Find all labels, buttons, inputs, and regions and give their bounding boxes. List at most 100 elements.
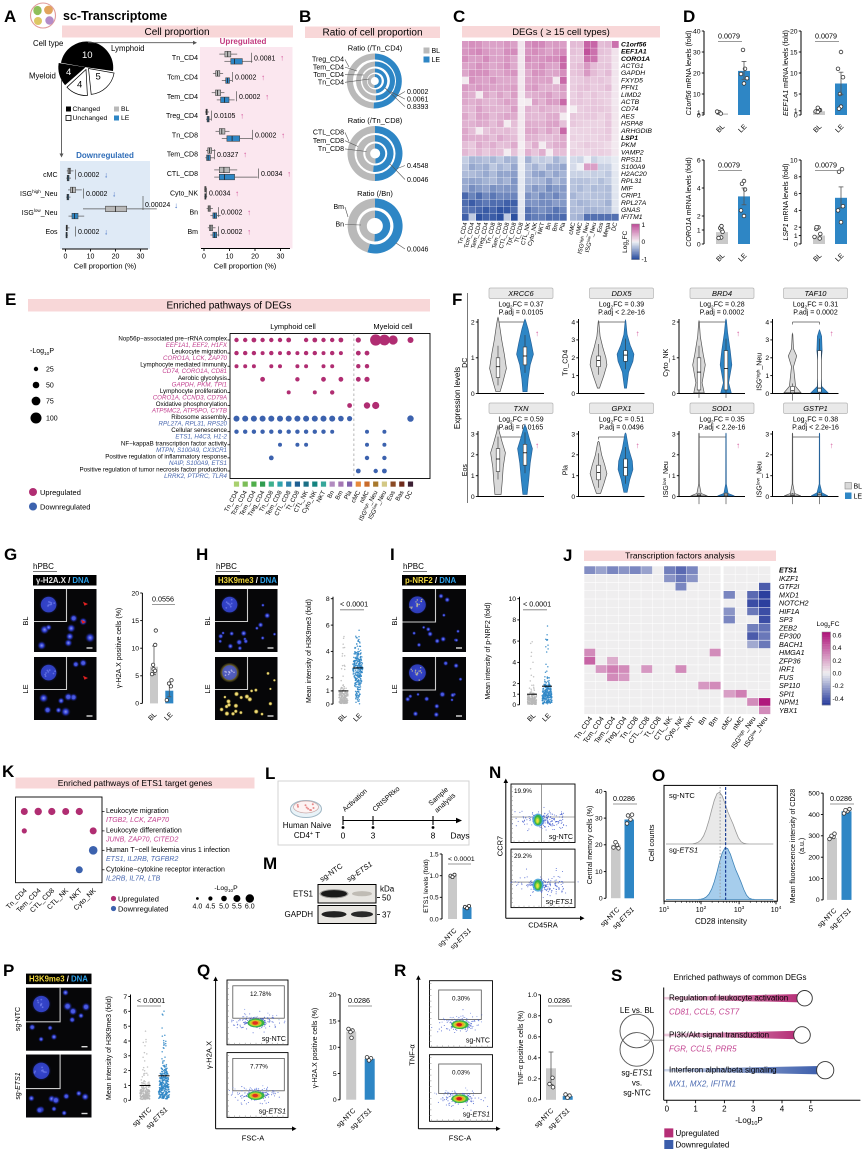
svg-text:IRF1: IRF1 [779,665,795,674]
svg-text:hPBC: hPBC [216,562,237,571]
svg-text:0.0286: 0.0286 [348,996,370,1005]
svg-text:M: M [263,854,277,873]
svg-text:0.0327: 0.0327 [217,152,239,159]
svg-text:0.0002: 0.0002 [78,172,100,179]
svg-text:LE: LE [352,712,363,723]
svg-text:10: 10 [87,254,95,261]
svg-text:0.4: 0.4 [833,645,842,652]
svg-text:Lymphocyte proliferation: Lymphocyte proliferation [160,388,228,395]
svg-text:2: 2 [571,452,575,459]
svg-text:0.0: 0.0 [430,916,439,923]
svg-text:CCR7: CCR7 [496,836,505,856]
svg-text:LIMD2: LIMD2 [621,92,641,99]
svg-text:1.0: 1.0 [430,873,439,880]
svg-text:Unchanged: Unchanged [73,115,108,122]
svg-text:100: 100 [808,876,820,883]
svg-text:Tn_CD4: Tn_CD4 [563,350,570,376]
svg-text:12.78%: 12.78% [250,991,272,998]
svg-text:15: 15 [131,618,139,625]
svg-text:0.0079: 0.0079 [718,161,740,170]
svg-text:0.0046: 0.0046 [407,177,429,184]
svg-text:Pla: Pla [563,465,570,475]
svg-text:0.0079: 0.0079 [815,32,837,41]
svg-text:3: 3 [571,431,575,438]
svg-text:Ratio (/Bn): Ratio (/Bn) [357,189,393,198]
svg-text:0.0079: 0.0079 [718,32,740,41]
svg-text:Bn: Bn [335,222,344,229]
svg-text:Q: Q [197,961,210,980]
svg-text:sg-NTC: sg-NTC [15,1007,22,1031]
svg-text:p-NRF2 / DNA: p-NRF2 / DNA [405,576,456,585]
svg-text:BL: BL [854,484,863,491]
svg-text:Leukocyte migration: Leukocyte migration [172,349,228,356]
svg-text:γ-H2A.X / DNA: γ-H2A.X / DNA [36,576,90,585]
svg-text:1: 1 [672,473,676,480]
svg-text:Log2FC = 0.35: Log2FC = 0.35 [699,417,744,426]
svg-text:Positive regulation of inflamm: Positive regulation of inflammatory resp… [105,453,227,460]
svg-text:104: 104 [771,905,782,914]
svg-text:7.77%: 7.77% [250,1064,268,1071]
svg-text:40: 40 [693,28,701,35]
svg-text:↑: ↑ [830,329,834,338]
svg-text:0: 0 [794,241,798,248]
svg-text:5: 5 [135,673,139,680]
svg-text:6: 6 [123,1009,127,1016]
svg-text:5: 5 [123,1024,127,1031]
svg-text:2: 2 [326,675,330,682]
svg-text:0: 0 [512,702,516,709]
svg-text:NKT: NKT [537,222,546,235]
svg-text:< 0.0001: < 0.0001 [137,996,165,1005]
svg-text:Downregulated: Downregulated [118,904,168,913]
svg-text:4: 4 [326,649,330,656]
svg-text:Tem_CD8: Tem_CD8 [167,152,198,159]
svg-text:1: 1 [571,473,575,480]
svg-text:Cyto_NK: Cyto_NK [528,222,540,247]
svg-text:nMC: nMC [575,221,584,235]
svg-text:3: 3 [765,337,769,344]
svg-text:LSP1 mRNA levels (fold): LSP1 mRNA levels (fold) [783,163,790,240]
svg-text:CORO1A mRNA levels (fold): CORO1A mRNA levels (fold) [686,157,693,246]
svg-text:Log2FC = 0.37: Log2FC = 0.37 [498,302,543,311]
svg-text:4: 4 [571,319,575,326]
svg-text:cMC: cMC [568,221,577,235]
svg-text:↓: ↓ [104,228,108,237]
svg-text:1: 1 [326,688,330,695]
svg-text:P.adj = 0.0105: P.adj = 0.0105 [499,310,544,317]
svg-text:10: 10 [595,869,603,876]
svg-text:20: 20 [112,254,120,261]
svg-text:PFN1: PFN1 [621,85,639,92]
svg-text:CTL_CD8: CTL_CD8 [167,171,198,178]
svg-text:0.0002: 0.0002 [239,94,261,101]
svg-text:E: E [5,290,16,309]
svg-text:Ratio (/Tn_CD4): Ratio (/Tn_CD4) [348,44,403,53]
svg-text:Cell counts: Cell counts [647,824,656,861]
svg-text:Ribosome assembly: Ribosome assembly [171,414,228,421]
svg-text:6: 6 [512,638,516,645]
svg-text:SP3: SP3 [779,615,793,624]
svg-text:γ-H2A.X positive cells (%): γ-H2A.X positive cells (%) [312,1008,319,1089]
svg-text:CTL_NK: CTL_NK [521,222,532,246]
svg-text:0.0105: 0.0105 [214,113,236,120]
svg-text:0.0002: 0.0002 [221,229,243,236]
svg-text:Log2FC = 0.38: Log2FC = 0.38 [793,417,838,426]
svg-text:K: K [2,762,15,781]
svg-text:Myeloid cell: Myeloid cell [373,322,413,331]
svg-text:37: 37 [382,910,391,919]
svg-text:γ-H2A.X: γ-H2A.X [205,1041,214,1069]
svg-text:JUNB, ZAP70, CITED2: JUNB, ZAP70, CITED2 [105,836,178,843]
svg-text:20: 20 [251,254,259,261]
svg-text:103: 103 [734,905,745,914]
svg-text:ETS1, H4C3, H1-2: ETS1, H4C3, H1-2 [175,434,227,441]
svg-text:0: 0 [571,494,575,501]
svg-text:EEF1A1: EEF1A1 [621,49,647,56]
svg-text:Upregulated: Upregulated [118,894,159,903]
svg-text:0.0286: 0.0286 [613,794,635,803]
svg-text:NF−kappaB transcription factor: NF−kappaB transcription factor activity [121,440,228,447]
svg-text:6: 6 [794,191,798,198]
svg-text:SP110: SP110 [779,681,800,690]
svg-text:Treg_CD4: Treg_CD4 [312,57,344,64]
svg-text:C1orf56 mRNA levels (fold): C1orf56 mRNA levels (fold) [686,31,693,116]
svg-text:2: 2 [794,225,798,232]
svg-text:IL2RB, IL7R, LTB: IL2RB, IL7R, LTB [106,875,161,882]
svg-text:20: 20 [131,590,139,597]
